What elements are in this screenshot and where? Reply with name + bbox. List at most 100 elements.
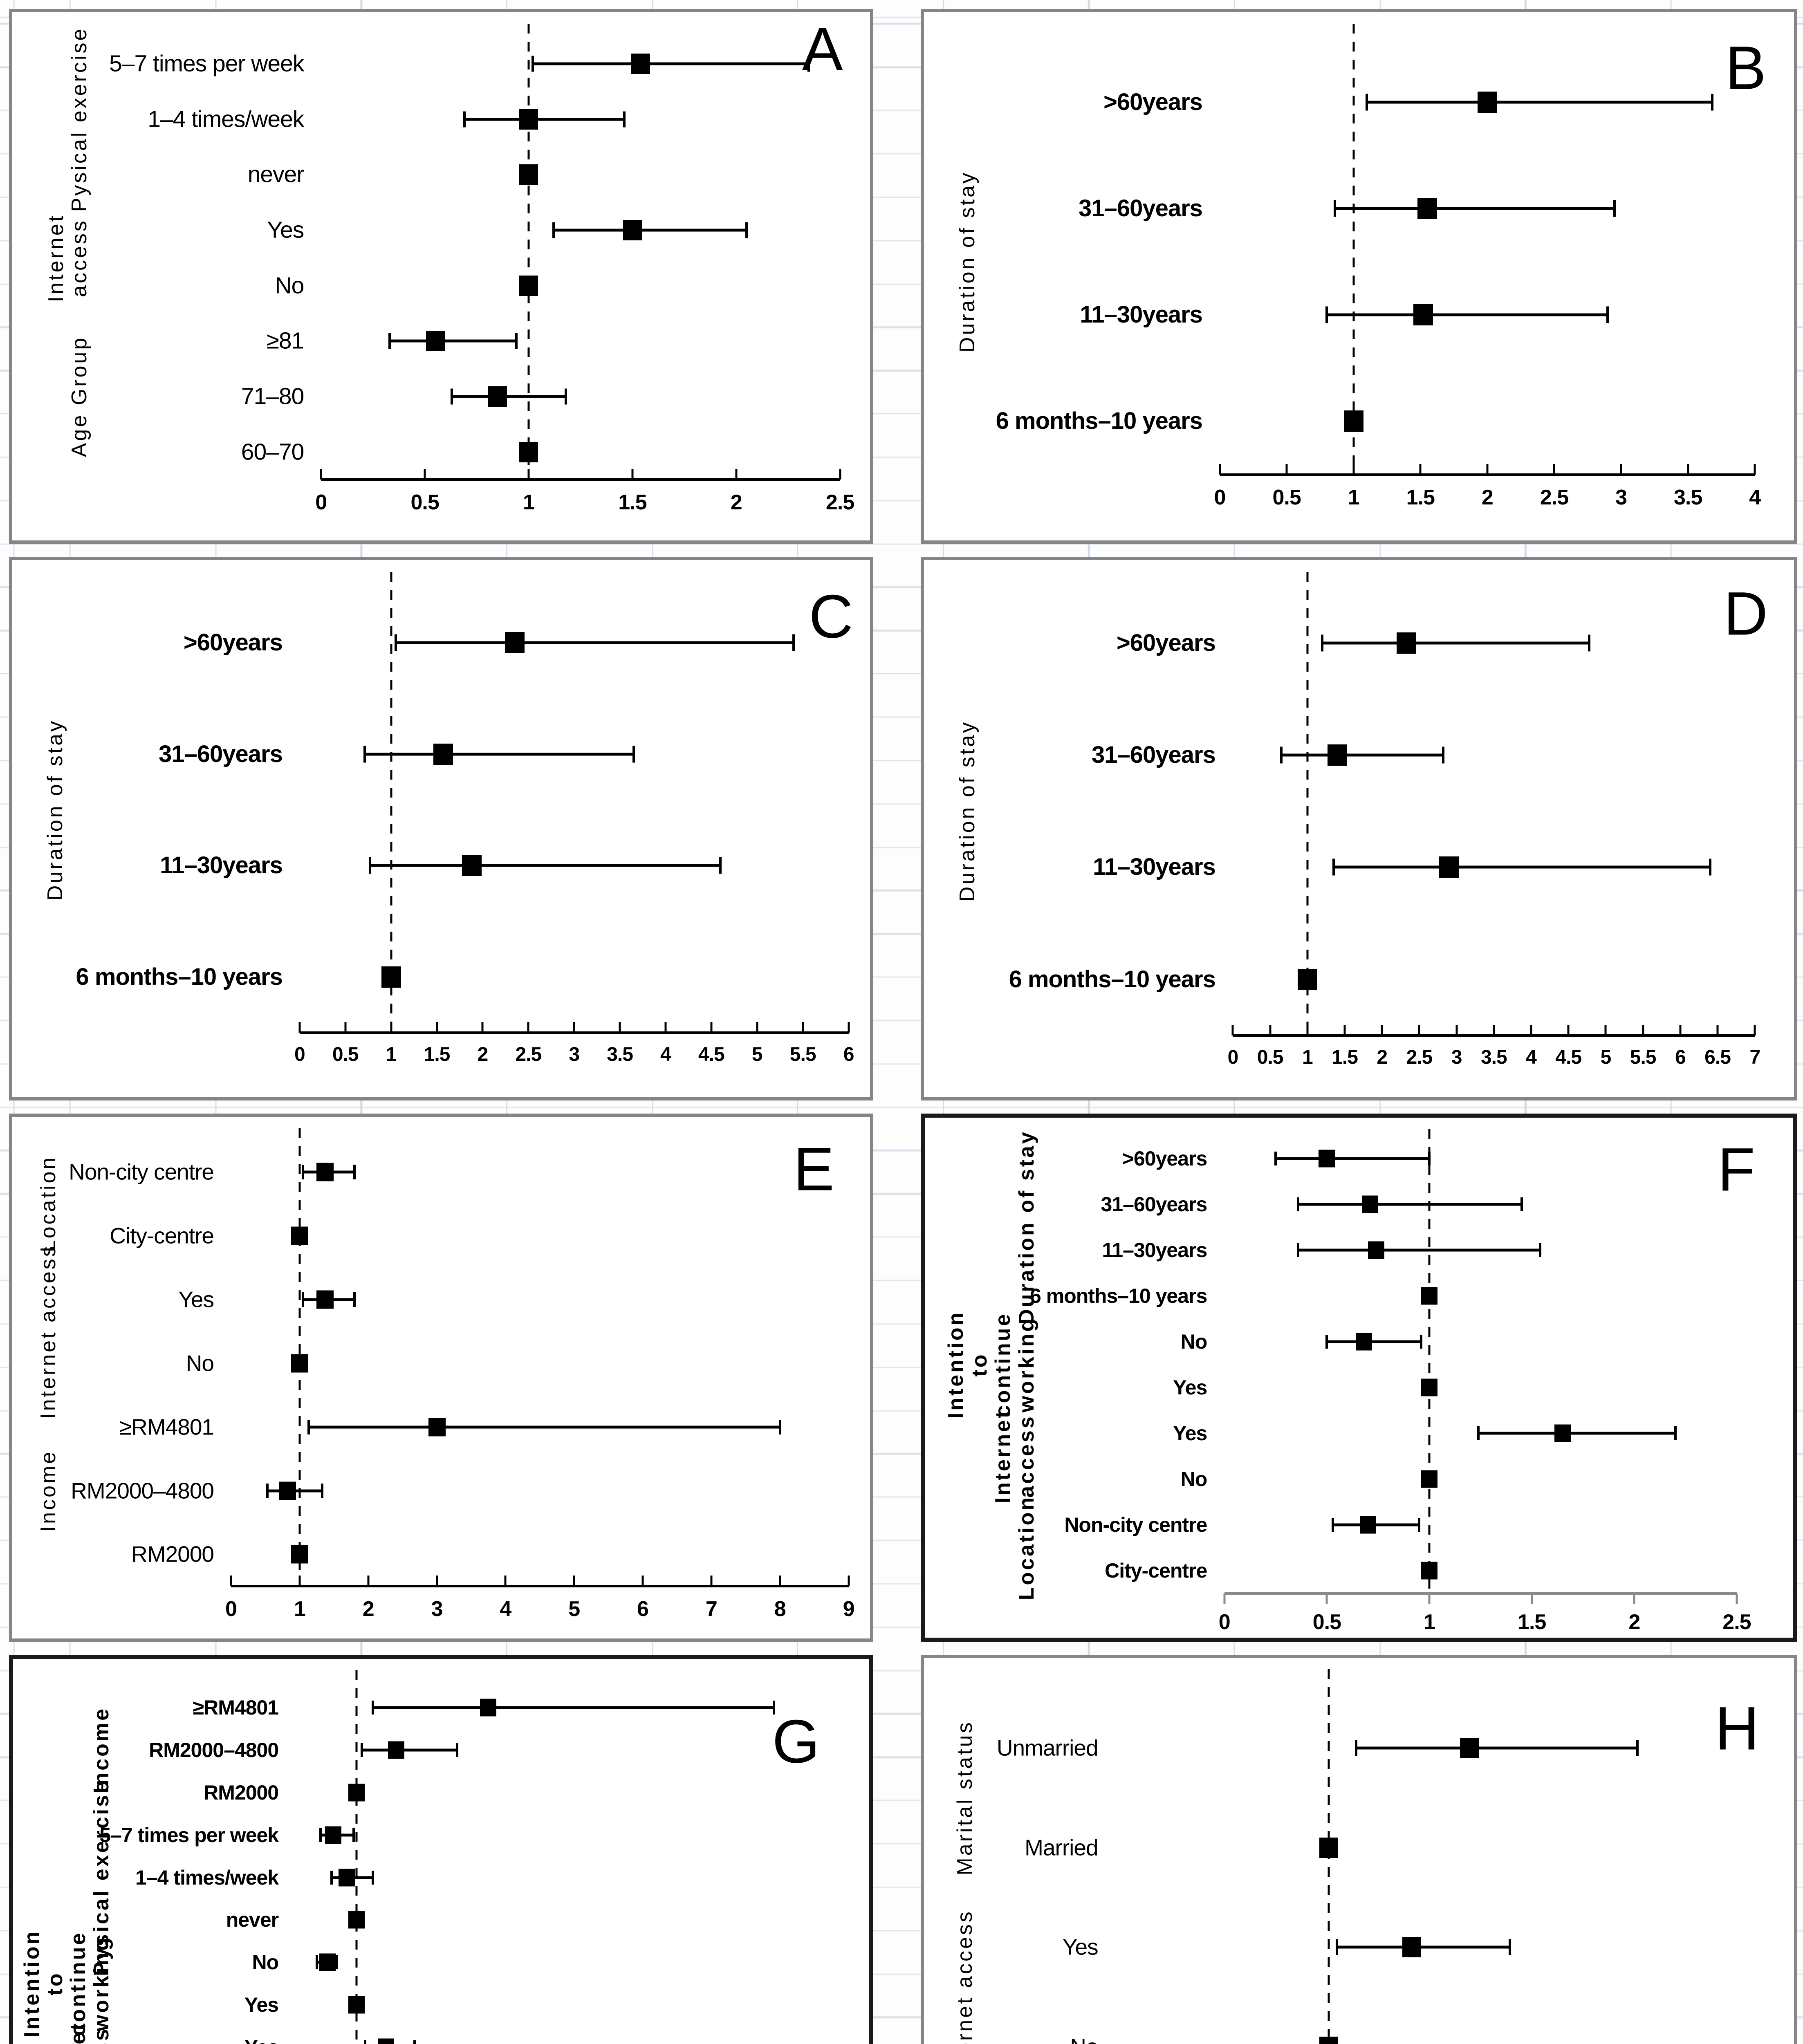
category-label: 11–30years <box>1102 1239 1207 1262</box>
x-axis-tick <box>1754 464 1756 475</box>
category-label: 6 months–10 years <box>1030 1284 1207 1308</box>
ci-cap-low <box>1477 1426 1480 1441</box>
point-marker <box>1355 1333 1372 1351</box>
x-tick-label: 2.5 <box>1722 1610 1751 1634</box>
category-label: 31–60years <box>158 740 283 767</box>
group-label: Marital status <box>953 1720 977 1876</box>
x-tick-label: 4.5 <box>698 1044 725 1066</box>
x-axis-tick <box>1418 1024 1420 1035</box>
x-tick-label: 2 <box>730 491 742 515</box>
category-label: RM2000–4800 <box>149 1739 279 1762</box>
ci-cap-low <box>330 1870 333 1885</box>
point-marker <box>1368 1241 1384 1259</box>
reference-marker <box>1421 1562 1438 1580</box>
point-marker <box>325 1826 342 1844</box>
reference-marker <box>291 1545 308 1564</box>
reference-marker <box>291 1354 308 1373</box>
category-label: 71–80 <box>241 383 305 410</box>
category-label: 11–30years <box>1093 854 1216 881</box>
ci-line <box>308 1425 780 1429</box>
x-axis-tick <box>573 1022 575 1033</box>
panel-A: A 5–7 times per week 1–4 times/week never Ye… <box>9 9 873 544</box>
x-tick-label: 0 <box>225 1597 237 1621</box>
x-axis-tick <box>298 1022 301 1033</box>
x-axis-tick <box>298 1576 301 1587</box>
point-marker <box>488 386 507 407</box>
x-axis-tick <box>1493 1024 1495 1035</box>
group-label: Internet access <box>953 1910 977 2044</box>
x-axis-tick <box>1530 1024 1532 1035</box>
x-axis-tick <box>1687 464 1689 475</box>
group-label: access <box>1014 1414 1038 1498</box>
x-tick-label: 3 <box>569 1044 580 1066</box>
x-tick-label: 5 <box>568 1597 580 1621</box>
panel-letter: G <box>772 1707 821 1776</box>
ci-cap-high <box>807 56 810 72</box>
ci-cap-high <box>353 1292 356 1307</box>
category-label: Yes <box>178 1286 214 1312</box>
ci-cap-high <box>719 857 722 874</box>
x-axis-tick <box>1381 1024 1383 1035</box>
group-label: working <box>89 1936 113 2032</box>
category-label: Yes <box>1062 1934 1099 1960</box>
ci-line <box>464 118 624 121</box>
category-label: >60years <box>1103 89 1203 116</box>
category-label: 6 months–10 years <box>996 408 1203 435</box>
category-label: ≥RM4801 <box>193 1696 279 1719</box>
x-axis-tick <box>710 1576 713 1587</box>
x-axis-tick <box>436 1022 438 1033</box>
category-label: 6 months–10 years <box>76 963 283 990</box>
point-marker <box>1397 632 1417 654</box>
x-axis-tick <box>1633 1593 1635 1604</box>
point-marker <box>316 1163 334 1181</box>
x-axis-tick <box>573 1576 575 1587</box>
ci-cap-low <box>1355 1740 1358 1756</box>
group-label: Location <box>1014 1495 1038 1600</box>
x-tick-label: 5 <box>751 1044 763 1066</box>
panel-letter: F <box>1718 1135 1756 1204</box>
ci-line <box>1333 1523 1419 1526</box>
x-tick-label: 0 <box>315 491 327 515</box>
x-axis-tick <box>1428 1593 1431 1604</box>
x-axis-tick <box>320 469 322 480</box>
x-tick-label: 5.5 <box>789 1044 816 1066</box>
x-tick-label: 2.5 <box>1406 1046 1433 1068</box>
ci-line <box>553 229 747 232</box>
ci-cap-high <box>1420 1335 1422 1349</box>
x-tick-label: 1 <box>1348 485 1360 509</box>
point-marker <box>319 1953 336 1971</box>
x-tick-label: 6 <box>843 1044 854 1066</box>
reference-marker <box>348 1996 365 2014</box>
group-label: working <box>1014 1317 1038 1413</box>
ci-line <box>395 641 794 644</box>
x-tick-label: 3.5 <box>1480 1046 1507 1068</box>
x-tick-label: 4 <box>500 1597 511 1621</box>
point-marker <box>1413 304 1433 326</box>
x-axis-line <box>299 1031 849 1034</box>
group-label: Intention <box>20 1930 44 2038</box>
x-axis-tick <box>1486 464 1489 475</box>
reference-marker <box>348 1911 365 1929</box>
category-label: Yes <box>244 1993 279 2017</box>
ci-cap-low <box>1325 306 1328 323</box>
x-axis-tick <box>1553 464 1555 475</box>
point-marker <box>388 1741 404 1759</box>
reference-line <box>355 1670 358 2044</box>
panel-F: F >60years 31–60years 11–30years 6 months–10… <box>921 1114 1797 1642</box>
x-axis-tick <box>1419 464 1422 475</box>
ci-cap-low <box>463 111 466 128</box>
ci-cap-low <box>1325 1335 1328 1349</box>
x-tick-label: 1.5 <box>618 491 647 515</box>
category-label: No <box>1180 1330 1208 1354</box>
group-label: Duration of stay <box>43 719 67 901</box>
reference-marker <box>1421 1287 1438 1305</box>
x-tick-label: 6 <box>637 1597 649 1621</box>
category-label: RM2000 <box>131 1541 214 1567</box>
category-label: No <box>186 1350 214 1376</box>
ci-cap-low <box>1280 746 1283 764</box>
x-tick-label: 4 <box>1526 1046 1537 1068</box>
x-axis-tick <box>1620 464 1622 475</box>
ci-cap-low <box>1332 858 1335 876</box>
group-label: Duration of stay <box>1014 1130 1038 1325</box>
category-label: 1–4 times/week <box>135 1866 279 1889</box>
